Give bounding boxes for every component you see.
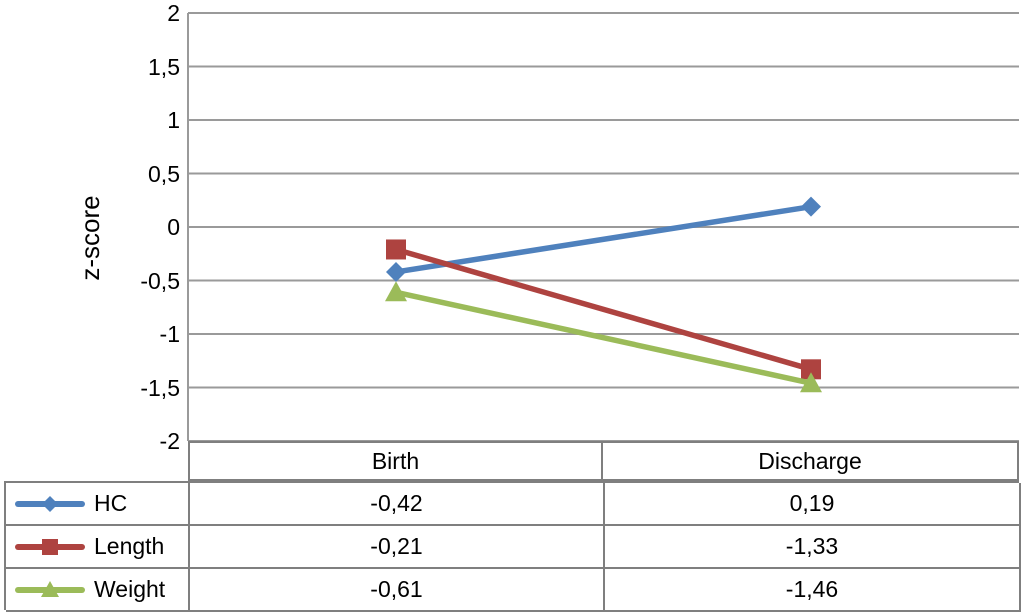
y-tick-label: -0,5 bbox=[140, 267, 180, 294]
series-line-weight bbox=[395, 289, 812, 386]
legend-item-length: Length bbox=[6, 526, 190, 569]
y-tick-label: 0 bbox=[167, 214, 180, 240]
y-tick-label: -1,5 bbox=[140, 374, 180, 401]
triangle-marker bbox=[800, 372, 822, 393]
value-weight-discharge: -1,46 bbox=[605, 569, 1021, 612]
length-series-key-icon bbox=[15, 538, 85, 555]
triangle-marker bbox=[41, 580, 59, 597]
series-line-length bbox=[395, 246, 812, 372]
legend-item-weight: Weight bbox=[6, 569, 190, 612]
hc-series-key-icon bbox=[15, 495, 85, 512]
diamond-marker bbox=[42, 495, 58, 512]
value-length-birth: -0,21 bbox=[190, 526, 605, 569]
y-tick-label: 1,5 bbox=[148, 53, 180, 80]
data-table-header-row: Birth Discharge bbox=[188, 441, 1019, 481]
diamond-marker bbox=[801, 196, 821, 217]
y-tick-label: -1 bbox=[159, 321, 180, 347]
series-label-length: Length bbox=[94, 533, 165, 559]
value-hc-discharge: 0,19 bbox=[605, 483, 1021, 526]
y-tick-label: 2 bbox=[167, 0, 180, 26]
y-tick-label: 0,5 bbox=[148, 160, 180, 187]
y-tick-label: 1 bbox=[167, 107, 180, 133]
legend-item-hc: HC bbox=[6, 483, 190, 526]
square-marker bbox=[386, 239, 406, 260]
data-table-body: HC -0,42 0,19 Length -0,21 -1,33 Weight … bbox=[4, 481, 1021, 612]
diamond-marker bbox=[386, 261, 406, 282]
category-header-birth: Birth bbox=[188, 441, 603, 481]
square-marker bbox=[801, 359, 821, 380]
weight-series-key-icon bbox=[15, 580, 85, 597]
category-header-discharge: Discharge bbox=[603, 441, 1019, 481]
value-length-discharge: -1,33 bbox=[605, 526, 1021, 569]
y-tick-label: -2 bbox=[159, 428, 180, 454]
series-label-hc: HC bbox=[94, 490, 128, 516]
square-marker bbox=[42, 538, 58, 555]
series-line-hc bbox=[395, 203, 812, 275]
value-weight-birth: -0,61 bbox=[190, 569, 605, 612]
triangle-marker bbox=[385, 281, 407, 302]
value-hc-birth: -0,42 bbox=[190, 483, 605, 526]
series-label-weight: Weight bbox=[94, 576, 166, 602]
